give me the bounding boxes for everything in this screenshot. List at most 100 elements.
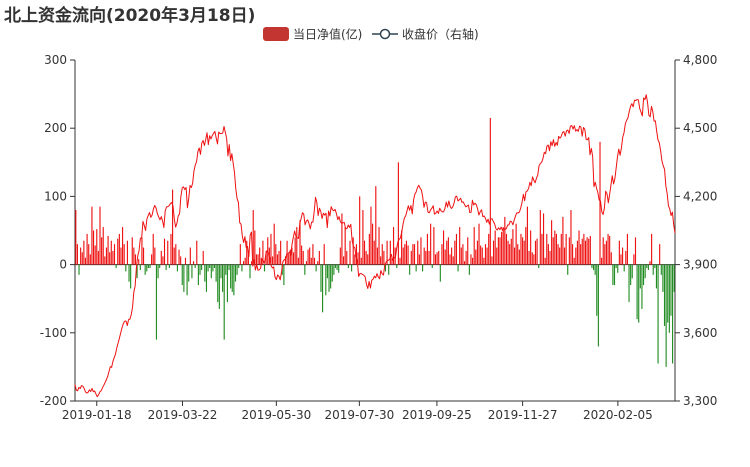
- bar: [557, 244, 559, 265]
- bar: [372, 223, 374, 265]
- bar: [552, 237, 554, 265]
- bar: [78, 264, 80, 275]
- bar: [673, 264, 675, 292]
- bar: [596, 264, 598, 316]
- bar: [496, 247, 498, 265]
- x-tick-label: 2019-01-18: [62, 408, 132, 422]
- y-left-tick-label: 200: [44, 121, 67, 135]
- bar: [589, 235, 591, 265]
- bar: [631, 264, 633, 279]
- bar: [472, 257, 474, 265]
- bar: [573, 257, 575, 265]
- bar: [357, 252, 359, 265]
- y-left-tick-label: 100: [44, 189, 67, 203]
- bar: [101, 237, 103, 265]
- bar: [534, 240, 537, 265]
- bar: [655, 264, 658, 289]
- legend[interactable]: 当日净值(亿) 收盘价（右轴): [263, 27, 479, 42]
- y-left-tick-label: -200: [40, 394, 67, 408]
- bar: [628, 264, 630, 303]
- bar: [217, 264, 219, 303]
- bar: [80, 247, 82, 265]
- bar: [341, 213, 343, 265]
- x-tick-label: 2019-07-30: [324, 408, 394, 422]
- bar: [351, 264, 353, 272]
- bar: [265, 250, 267, 265]
- bar: [231, 264, 233, 292]
- bar: [294, 237, 296, 265]
- bar: [276, 254, 278, 265]
- bar: [412, 244, 414, 265]
- bar: [168, 264, 170, 269]
- bar: [436, 252, 438, 265]
- bars-layer: [75, 117, 675, 367]
- bar: [481, 247, 483, 265]
- bar: [110, 240, 112, 265]
- bar: [320, 264, 322, 292]
- bar: [226, 264, 228, 303]
- bar: [647, 264, 649, 271]
- bar: [381, 244, 383, 265]
- bar: [654, 264, 656, 269]
- bar: [638, 264, 640, 323]
- bar: [136, 264, 138, 279]
- bar: [249, 264, 251, 279]
- x-tick-label: 2020-02-05: [583, 408, 653, 422]
- bar: [189, 247, 191, 265]
- bar: [362, 210, 364, 265]
- bar: [580, 244, 582, 265]
- bar: [478, 223, 480, 265]
- bar: [99, 206, 101, 265]
- bar: [270, 233, 272, 265]
- bar: [218, 264, 220, 309]
- bar: [444, 249, 446, 265]
- bar: [141, 237, 143, 265]
- bar: [305, 261, 308, 265]
- bar: [365, 250, 367, 265]
- bar: [138, 259, 140, 265]
- bar: [488, 233, 490, 265]
- bar: [546, 233, 548, 265]
- bar: [186, 264, 188, 296]
- bar: [404, 244, 406, 265]
- bar: [223, 264, 225, 340]
- bar: [112, 250, 114, 265]
- bar: [434, 254, 437, 265]
- legend-bar-label: 当日净值(亿): [293, 27, 362, 42]
- bar: [354, 254, 356, 265]
- bar: [531, 252, 533, 265]
- bar: [302, 250, 304, 265]
- bar: [355, 244, 358, 265]
- bar: [515, 223, 517, 265]
- bar: [301, 245, 303, 265]
- bar: [389, 240, 391, 265]
- bar: [405, 240, 408, 265]
- bar: [565, 233, 567, 265]
- bar: [583, 233, 585, 265]
- bar: [626, 233, 628, 265]
- bar: [242, 261, 245, 265]
- bar: [317, 261, 319, 265]
- bar: [331, 264, 333, 282]
- bar: [139, 264, 141, 271]
- bar: [441, 244, 443, 265]
- legend-line-label: 收盘价（右轴): [402, 27, 479, 42]
- bar: [672, 264, 674, 364]
- bar: [120, 247, 122, 265]
- bar: [384, 264, 387, 272]
- bar: [370, 206, 372, 265]
- x-tick-label: 2019-05-30: [241, 408, 311, 422]
- bar: [418, 254, 420, 265]
- bar: [401, 230, 403, 265]
- bar: [178, 249, 180, 265]
- bar: [634, 237, 637, 265]
- bar: [263, 264, 266, 272]
- bar: [528, 250, 530, 265]
- bar: [452, 256, 454, 265]
- bar: [591, 264, 593, 269]
- bar: [476, 240, 478, 265]
- bar: [463, 261, 466, 265]
- bar: [128, 264, 130, 282]
- bar: [334, 264, 337, 269]
- bar: [173, 247, 175, 265]
